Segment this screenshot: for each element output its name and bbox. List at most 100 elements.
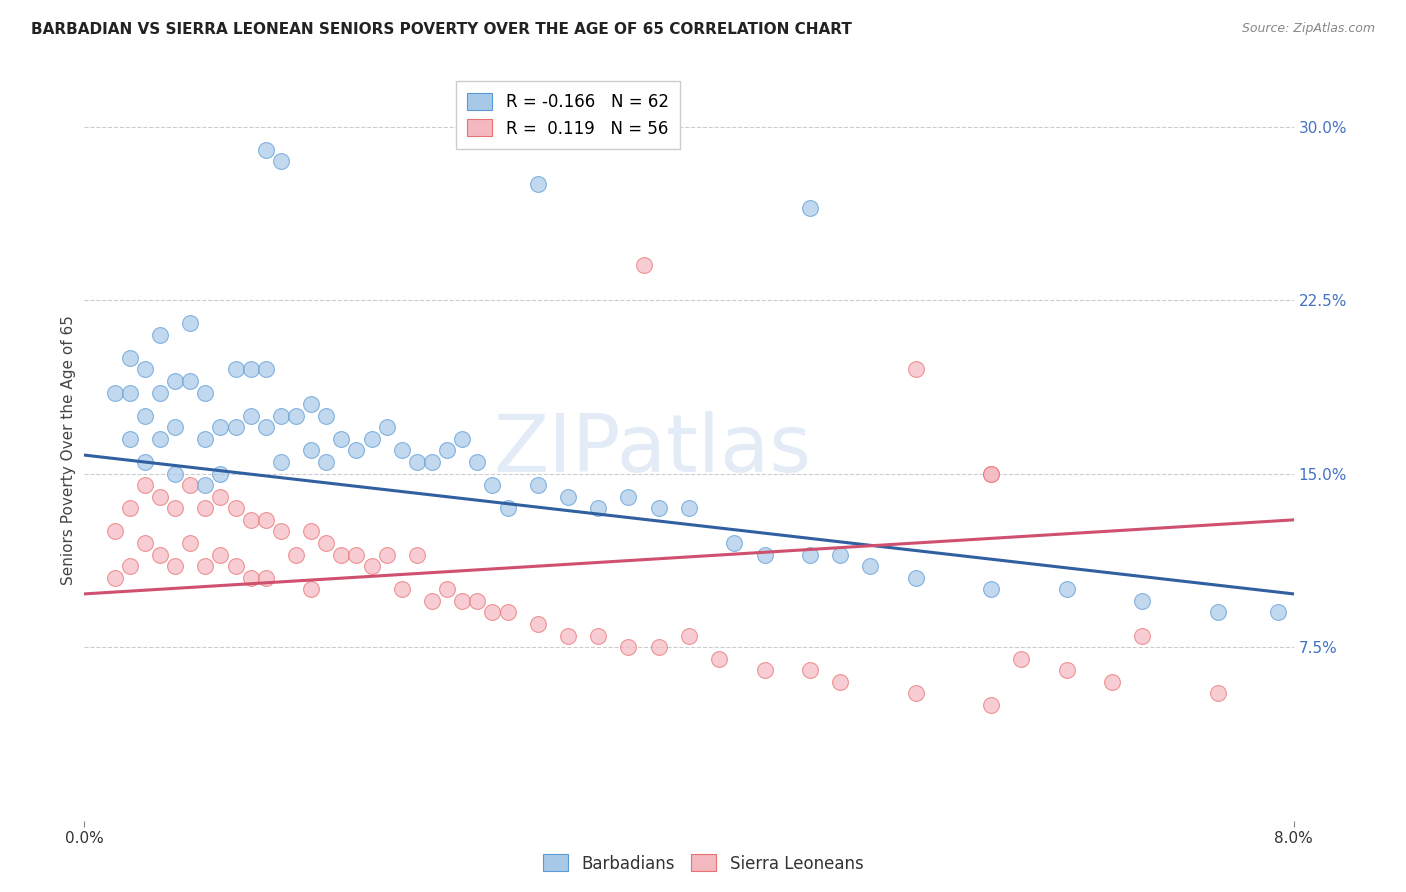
Point xyxy=(436,582,458,597)
Point xyxy=(346,548,368,562)
Point xyxy=(299,582,322,597)
Point xyxy=(799,201,821,215)
Point xyxy=(254,362,277,376)
Text: Source: ZipAtlas.com: Source: ZipAtlas.com xyxy=(1241,22,1375,36)
Point xyxy=(709,651,731,665)
Point xyxy=(467,455,489,469)
Point xyxy=(254,143,277,157)
Point xyxy=(194,385,217,400)
Point xyxy=(799,548,821,562)
Point xyxy=(149,385,172,400)
Point xyxy=(254,571,277,585)
Point xyxy=(904,571,927,585)
Point xyxy=(420,594,443,608)
Point xyxy=(179,374,201,388)
Point xyxy=(830,674,852,689)
Point xyxy=(194,478,217,492)
Point xyxy=(239,362,262,376)
Point xyxy=(980,698,1002,712)
Point xyxy=(209,420,232,434)
Point xyxy=(391,443,413,458)
Point xyxy=(315,409,337,423)
Point xyxy=(588,501,610,516)
Point xyxy=(134,362,156,376)
Point xyxy=(225,362,247,376)
Legend: R = -0.166   N = 62, R =  0.119   N = 56: R = -0.166 N = 62, R = 0.119 N = 56 xyxy=(456,81,681,149)
Point xyxy=(118,559,141,574)
Point xyxy=(239,571,262,585)
Point xyxy=(270,154,292,169)
Point xyxy=(315,536,337,550)
Point xyxy=(360,432,382,446)
Point xyxy=(799,663,821,677)
Point xyxy=(527,178,550,192)
Point xyxy=(678,628,700,642)
Point xyxy=(104,571,127,585)
Point xyxy=(451,432,474,446)
Point xyxy=(451,594,474,608)
Point xyxy=(1011,651,1033,665)
Point xyxy=(1267,606,1289,620)
Point xyxy=(678,501,700,516)
Point xyxy=(239,513,262,527)
Point xyxy=(149,490,172,504)
Point xyxy=(723,536,745,550)
Point xyxy=(315,455,337,469)
Point xyxy=(299,524,322,539)
Point xyxy=(557,490,579,504)
Point xyxy=(391,582,413,597)
Point xyxy=(1056,582,1078,597)
Text: ZIPatlas: ZIPatlas xyxy=(494,411,811,490)
Point xyxy=(481,478,503,492)
Point xyxy=(633,259,655,273)
Point xyxy=(980,467,1002,481)
Point xyxy=(179,536,201,550)
Point xyxy=(285,548,308,562)
Point xyxy=(134,536,156,550)
Point xyxy=(194,501,217,516)
Point xyxy=(299,443,322,458)
Point xyxy=(194,559,217,574)
Point xyxy=(1206,606,1229,620)
Point xyxy=(1132,628,1154,642)
Point xyxy=(904,686,927,700)
Point xyxy=(270,409,292,423)
Point xyxy=(165,420,187,434)
Point xyxy=(209,548,232,562)
Point xyxy=(209,490,232,504)
Point xyxy=(436,443,458,458)
Point xyxy=(225,501,247,516)
Point xyxy=(179,478,201,492)
Point xyxy=(254,420,277,434)
Point xyxy=(194,432,217,446)
Point xyxy=(648,501,671,516)
Point xyxy=(118,385,141,400)
Point xyxy=(104,524,127,539)
Point xyxy=(754,548,776,562)
Point xyxy=(118,501,141,516)
Point xyxy=(617,490,640,504)
Point xyxy=(330,432,353,446)
Point xyxy=(754,663,776,677)
Point xyxy=(165,467,187,481)
Point xyxy=(134,409,156,423)
Point xyxy=(617,640,640,654)
Point xyxy=(557,628,579,642)
Point xyxy=(239,409,262,423)
Point xyxy=(225,420,247,434)
Point xyxy=(285,409,308,423)
Point xyxy=(859,559,882,574)
Point xyxy=(299,397,322,411)
Point xyxy=(134,478,156,492)
Point xyxy=(360,559,382,574)
Point xyxy=(118,351,141,365)
Point xyxy=(481,606,503,620)
Point xyxy=(496,501,519,516)
Point xyxy=(420,455,443,469)
Point xyxy=(149,327,172,342)
Point xyxy=(1132,594,1154,608)
Point xyxy=(980,582,1002,597)
Point xyxy=(134,455,156,469)
Point xyxy=(406,455,429,469)
Point xyxy=(904,362,927,376)
